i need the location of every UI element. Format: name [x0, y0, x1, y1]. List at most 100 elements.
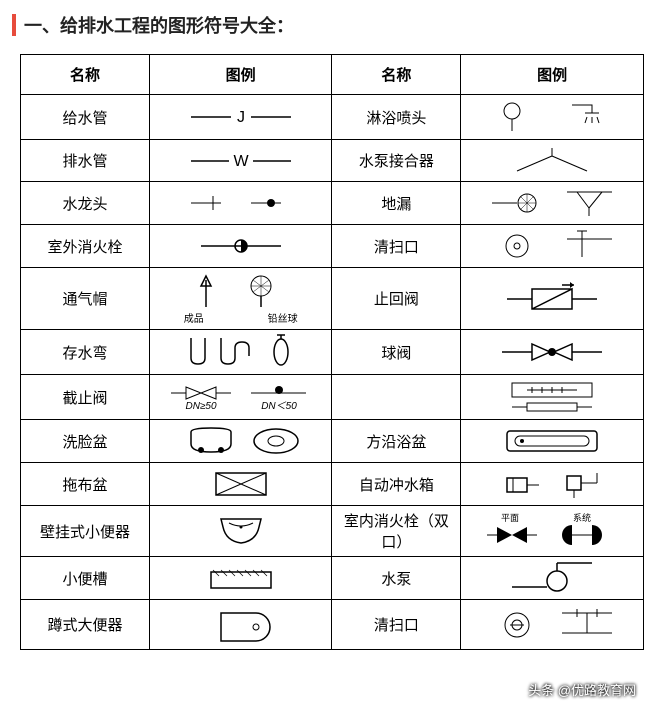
sub-label: 铅丝球	[268, 310, 298, 325]
name-cell: 水龙头	[21, 182, 150, 225]
valve-symbol-icon	[482, 379, 622, 415]
symbol-cell	[461, 268, 644, 330]
header-symbol2: 图例	[461, 55, 644, 95]
table-header-row: 名称 图例 名称 图例	[21, 55, 644, 95]
name-cell: 排水管	[21, 140, 150, 182]
drain-pipe-icon: W	[181, 146, 301, 176]
svg-text:DN＜50: DN＜50	[261, 401, 297, 411]
symbol-cell	[461, 600, 644, 650]
accent-bar	[12, 14, 16, 36]
sub-label: 成品	[184, 310, 204, 325]
symbol-cell: 平面 系统	[461, 506, 644, 557]
name-cell: 止回阀	[332, 268, 461, 330]
symbol-cell	[149, 420, 332, 463]
symbol-cell	[461, 182, 644, 225]
name-cell: 蹲式大便器	[21, 600, 150, 650]
name-cell	[332, 375, 461, 420]
watermark: 头条 @优路教育网	[528, 680, 636, 699]
symbol-cell	[461, 557, 644, 600]
indoor-hydrant-dual-icon: 平面 系统	[472, 511, 632, 551]
table-row: 蹲式大便器 清扫口	[21, 600, 644, 650]
table-row: 截止阀 DN≥50 DN＜50	[21, 375, 644, 420]
symbol-cell	[149, 600, 332, 650]
title-bar: 一、给排水工程的图形符号大全：	[12, 12, 654, 38]
symbol-cell	[149, 182, 332, 225]
bathtub-icon	[487, 425, 617, 457]
washbasin-icon	[166, 424, 316, 458]
svg-text:系统: 系统	[573, 512, 591, 523]
symbol-cell	[461, 225, 644, 268]
symbol-table: 名称 图例 名称 图例 给水管 J 淋浴喷头	[20, 54, 644, 650]
symbol-cell	[149, 506, 332, 557]
symbol-cell	[461, 420, 644, 463]
faucet-icon	[171, 188, 311, 218]
wall-urinal-icon	[181, 513, 301, 549]
name-cell: 球阀	[332, 330, 461, 375]
header-name1: 名称	[21, 55, 150, 95]
pump-connector-icon	[492, 146, 612, 176]
symbol-cell	[149, 557, 332, 600]
shower-head-icon	[477, 99, 627, 135]
name-cell: 方沿浴盆	[332, 420, 461, 463]
pump-icon	[492, 561, 612, 595]
mop-basin-icon	[181, 467, 301, 501]
header-name2: 名称	[332, 55, 461, 95]
ball-valve-icon	[492, 337, 612, 367]
trap-icon	[166, 334, 316, 370]
table-row: 室外消火栓 清扫口	[21, 225, 644, 268]
water-supply-pipe-icon: J	[181, 102, 301, 132]
name-cell: 清扫口	[332, 600, 461, 650]
cleanout2-icon	[477, 605, 627, 645]
symbol-cell: J	[149, 95, 332, 140]
symbol-cell: W	[149, 140, 332, 182]
symbol-cell	[461, 375, 644, 420]
cleanout-icon	[477, 229, 627, 263]
svg-text:J: J	[237, 109, 245, 126]
symbol-cell	[461, 330, 644, 375]
stop-valve-icon: DN≥50 DN＜50	[161, 383, 321, 411]
name-cell: 室内消火栓（双口）	[332, 506, 461, 557]
outdoor-hydrant-icon	[181, 231, 301, 261]
table-row: 水龙头 地漏	[21, 182, 644, 225]
name-cell: 拖布盆	[21, 463, 150, 506]
symbol-cell: 成品 铅丝球	[149, 268, 332, 330]
name-cell: 水泵	[332, 557, 461, 600]
name-cell: 淋浴喷头	[332, 95, 461, 140]
page-title: 一、给排水工程的图形符号大全：	[24, 12, 294, 38]
name-cell: 壁挂式小便器	[21, 506, 150, 557]
name-cell: 小便槽	[21, 557, 150, 600]
table-row: 拖布盆 自动冲水箱	[21, 463, 644, 506]
squat-toilet-icon	[181, 605, 301, 645]
name-cell: 自动冲水箱	[332, 463, 461, 506]
table-row: 给水管 J 淋浴喷头	[21, 95, 644, 140]
name-cell: 给水管	[21, 95, 150, 140]
table-row: 通气帽 成品 铅丝球 止回阀	[21, 268, 644, 330]
name-cell: 洗脸盆	[21, 420, 150, 463]
name-cell: 截止阀	[21, 375, 150, 420]
auto-flush-tank-icon	[477, 468, 627, 500]
svg-text:W: W	[233, 153, 249, 170]
table-row: 小便槽 水泵	[21, 557, 644, 600]
svg-text:平面: 平面	[501, 513, 519, 523]
symbol-cell	[461, 140, 644, 182]
svg-text:DN≥50: DN≥50	[185, 401, 216, 411]
name-cell: 清扫口	[332, 225, 461, 268]
name-cell: 存水弯	[21, 330, 150, 375]
table-row: 洗脸盆 方沿浴盆	[21, 420, 644, 463]
table-row: 排水管 W 水泵接合器	[21, 140, 644, 182]
table-row: 存水弯 球阀	[21, 330, 644, 375]
name-cell: 通气帽	[21, 268, 150, 330]
table-row: 壁挂式小便器 室内消火栓（双口） 平面 系统	[21, 506, 644, 557]
symbol-cell: DN≥50 DN＜50	[149, 375, 332, 420]
check-valve-icon	[492, 279, 612, 319]
name-cell: 水泵接合器	[332, 140, 461, 182]
urinal-trough-icon	[181, 562, 301, 594]
name-cell: 地漏	[332, 182, 461, 225]
symbol-cell	[149, 225, 332, 268]
symbol-cell	[461, 463, 644, 506]
floor-drain-icon	[477, 186, 627, 220]
symbol-cell	[149, 463, 332, 506]
header-symbol1: 图例	[149, 55, 332, 95]
symbol-cell	[149, 330, 332, 375]
symbol-cell	[461, 95, 644, 140]
